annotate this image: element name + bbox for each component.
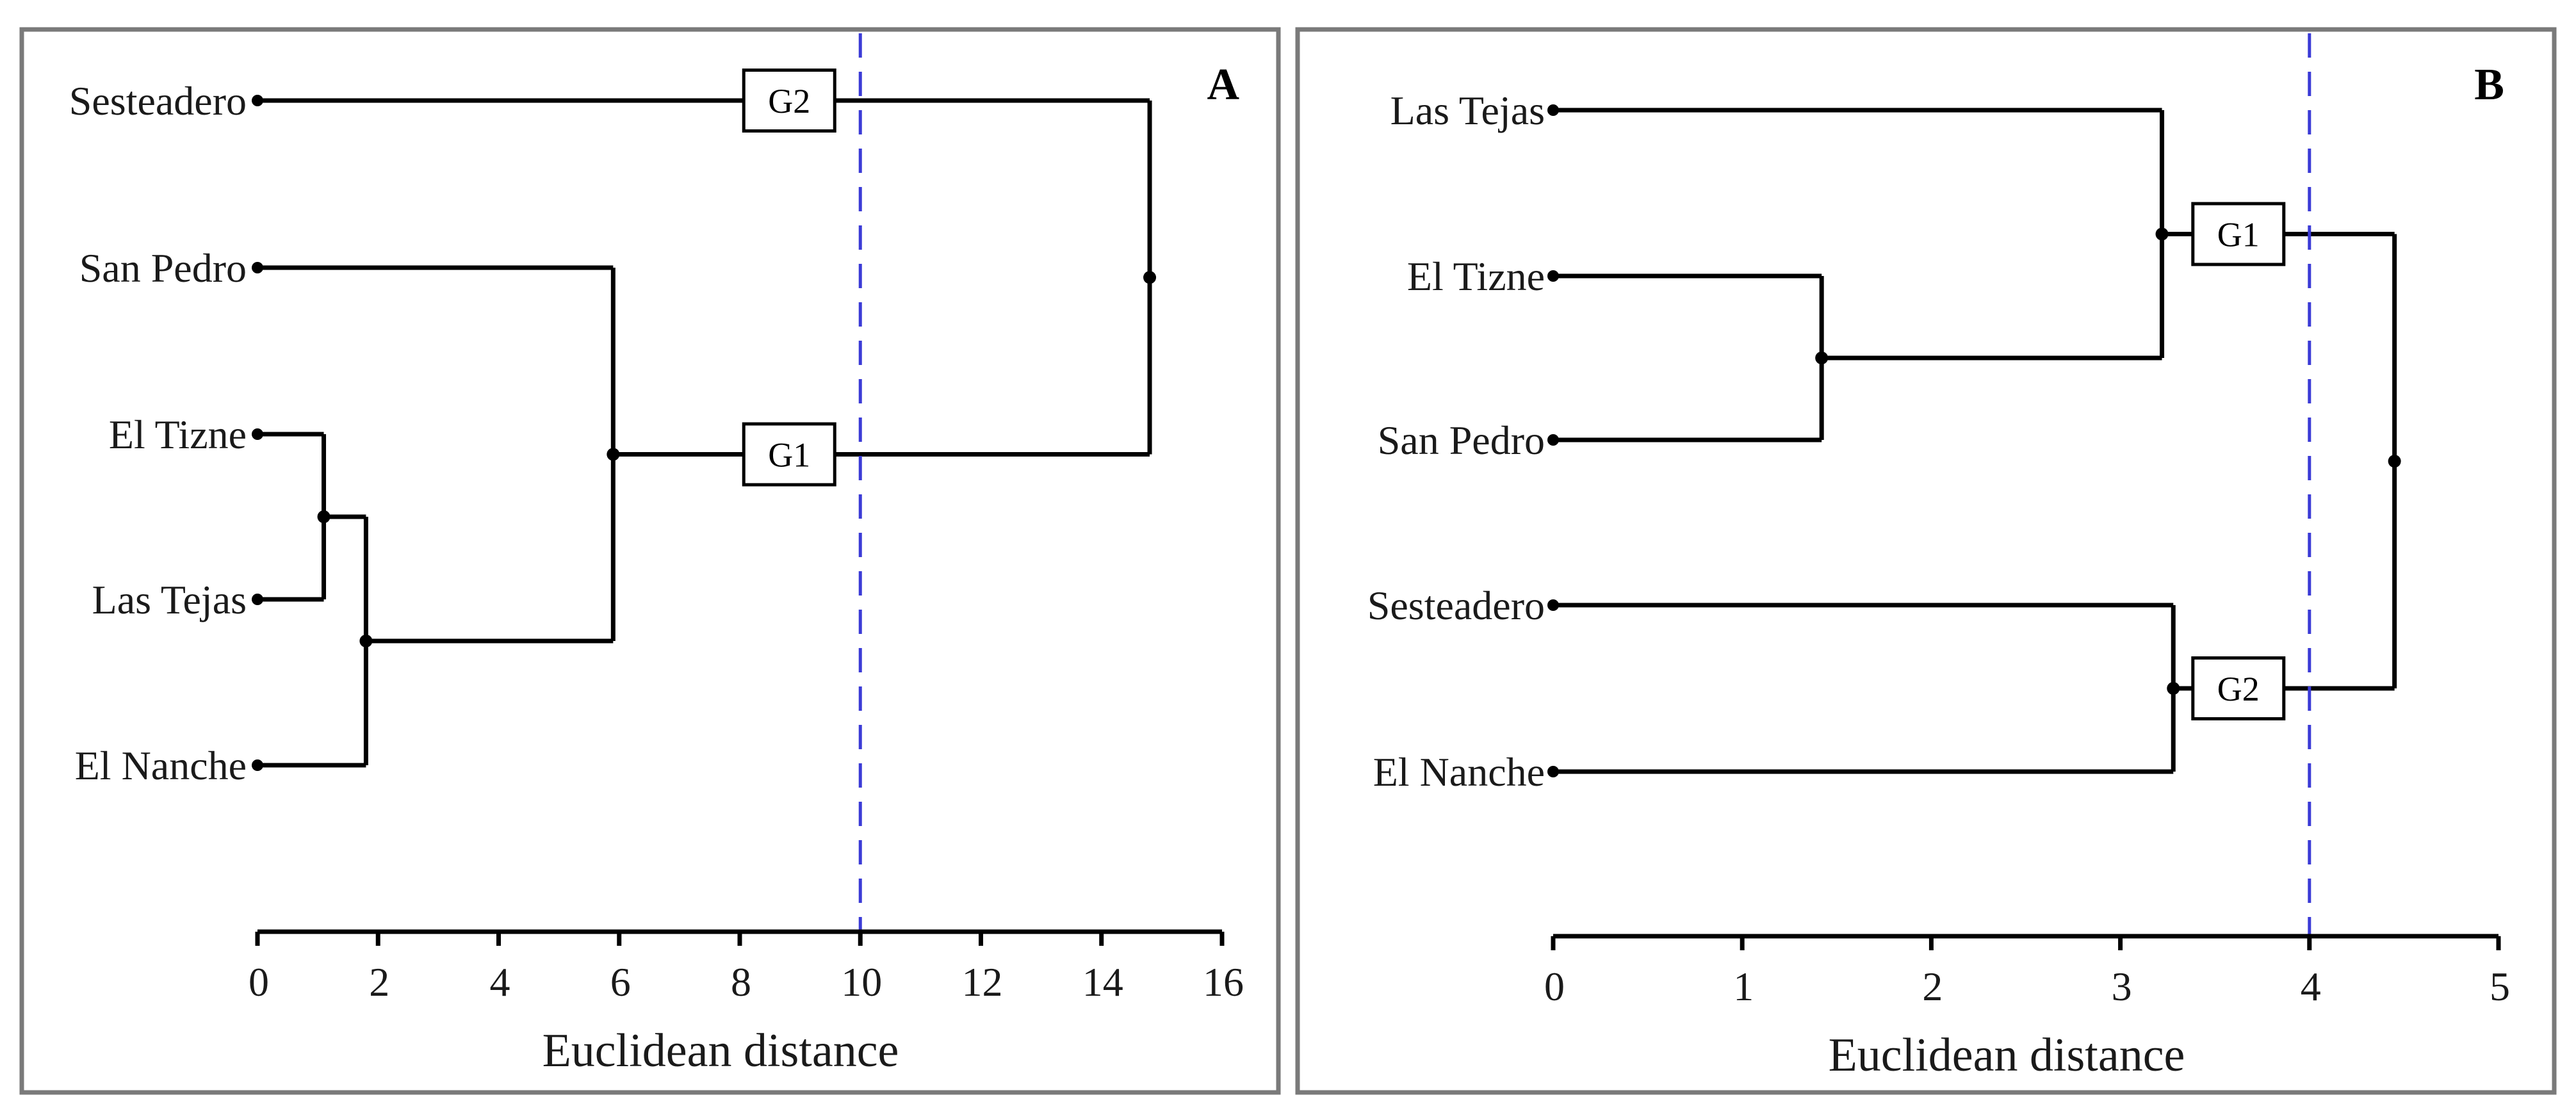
x-tick-label: 4: [490, 959, 510, 1005]
x-tick-label: 1: [1733, 964, 1754, 1009]
leaf-label: El Tizne: [109, 412, 247, 457]
x-tick-label: 10: [841, 959, 882, 1005]
x-tick-label: 16: [1203, 959, 1244, 1005]
leaf-label: Las Tejas: [1390, 88, 1545, 133]
panel-b-frame: [1295, 27, 2557, 1095]
group-box: [2191, 656, 2286, 720]
merge-node: [1143, 271, 1157, 284]
x-axis-title: Euclidean distance: [1829, 1029, 2185, 1082]
x-tick-label: 6: [610, 959, 631, 1005]
group-box: [742, 422, 836, 487]
x-tick-label: 2: [1922, 964, 1943, 1009]
leaf-label: San Pedro: [1378, 418, 1545, 463]
panel-a-frame: [19, 27, 1281, 1095]
x-tick-label: 8: [731, 959, 751, 1005]
panel-letter: A: [1207, 60, 1239, 109]
leaf-label: El Nanche: [75, 743, 247, 788]
x-tick-label: 0: [1544, 964, 1565, 1009]
x-tick-label: 4: [2301, 964, 2321, 1009]
leaf-label: Sesteadero: [1367, 583, 1545, 628]
x-tick-label: 0: [249, 959, 269, 1005]
x-axis-title: Euclidean distance: [542, 1025, 899, 1077]
x-tick-label: 5: [2490, 964, 2510, 1009]
group-box: [2191, 202, 2286, 266]
panel-letter: B: [2474, 60, 2504, 109]
x-tick-label: 3: [2112, 964, 2132, 1009]
group-box: [742, 69, 836, 133]
group-label: G1: [768, 436, 810, 474]
x-tick-label: 12: [962, 959, 1003, 1005]
merge-node: [2388, 455, 2401, 468]
x-tick-label: 14: [1082, 959, 1123, 1005]
panel-b: B Las Tejas El Tizne San Pedro Sesteadero El …: [1367, 33, 2510, 1082]
leaf-label: Sesteadero: [69, 78, 247, 124]
x-tick-label: 2: [369, 959, 389, 1005]
group-label: G2: [2217, 670, 2260, 708]
panel-a: A Sesteadero San Pedro El Tizne Las Tejas El …: [69, 33, 1244, 1077]
leaf-label: El Tizne: [1407, 254, 1545, 299]
leaf-label: Las Tejas: [92, 577, 247, 622]
group-label: G2: [768, 82, 810, 120]
group-label: G1: [2217, 216, 2260, 254]
leaf-label: El Nanche: [1373, 749, 1545, 795]
merge-node: [317, 510, 330, 523]
leaf-label: San Pedro: [79, 245, 247, 291]
